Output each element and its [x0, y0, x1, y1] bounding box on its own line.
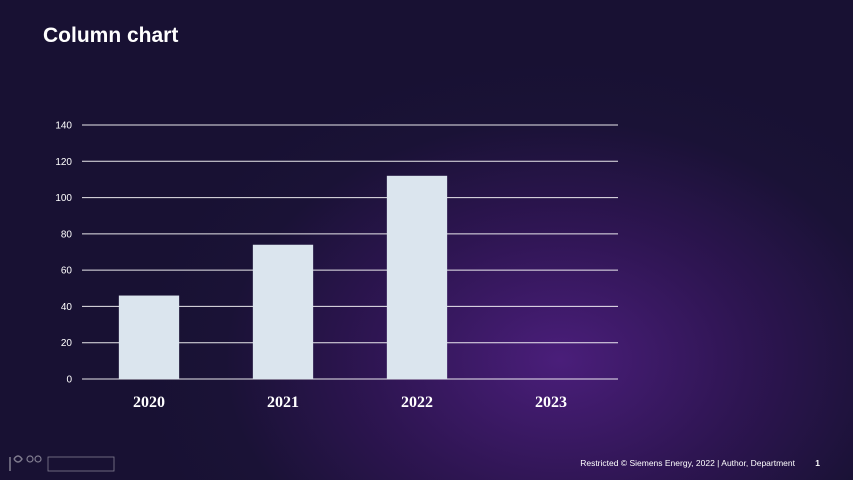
x-tick-label: 2023 — [535, 394, 567, 411]
x-tick-label: 2020 — [133, 394, 165, 411]
y-tick-label: 60 — [61, 266, 73, 277]
x-tick-label: 2021 — [267, 394, 299, 411]
page-number: 1 — [815, 458, 820, 468]
y-tick-label: 80 — [61, 229, 73, 240]
bar — [118, 295, 180, 379]
y-tick-label: 140 — [55, 121, 72, 132]
y-tick-label: 20 — [61, 338, 73, 349]
x-tick-label: 2022 — [401, 394, 433, 411]
slide-title: Column chart — [43, 24, 179, 47]
y-tick-label: 120 — [55, 157, 72, 168]
bar — [386, 175, 448, 379]
y-tick-label: 0 — [66, 375, 72, 386]
watermark-logo — [9, 455, 115, 472]
y-tick-label: 100 — [55, 193, 72, 204]
y-tick-label: 40 — [61, 302, 73, 313]
footer-text: Restricted © Siemens Energy, 2022 | Auth… — [580, 458, 795, 468]
bar — [252, 244, 314, 379]
